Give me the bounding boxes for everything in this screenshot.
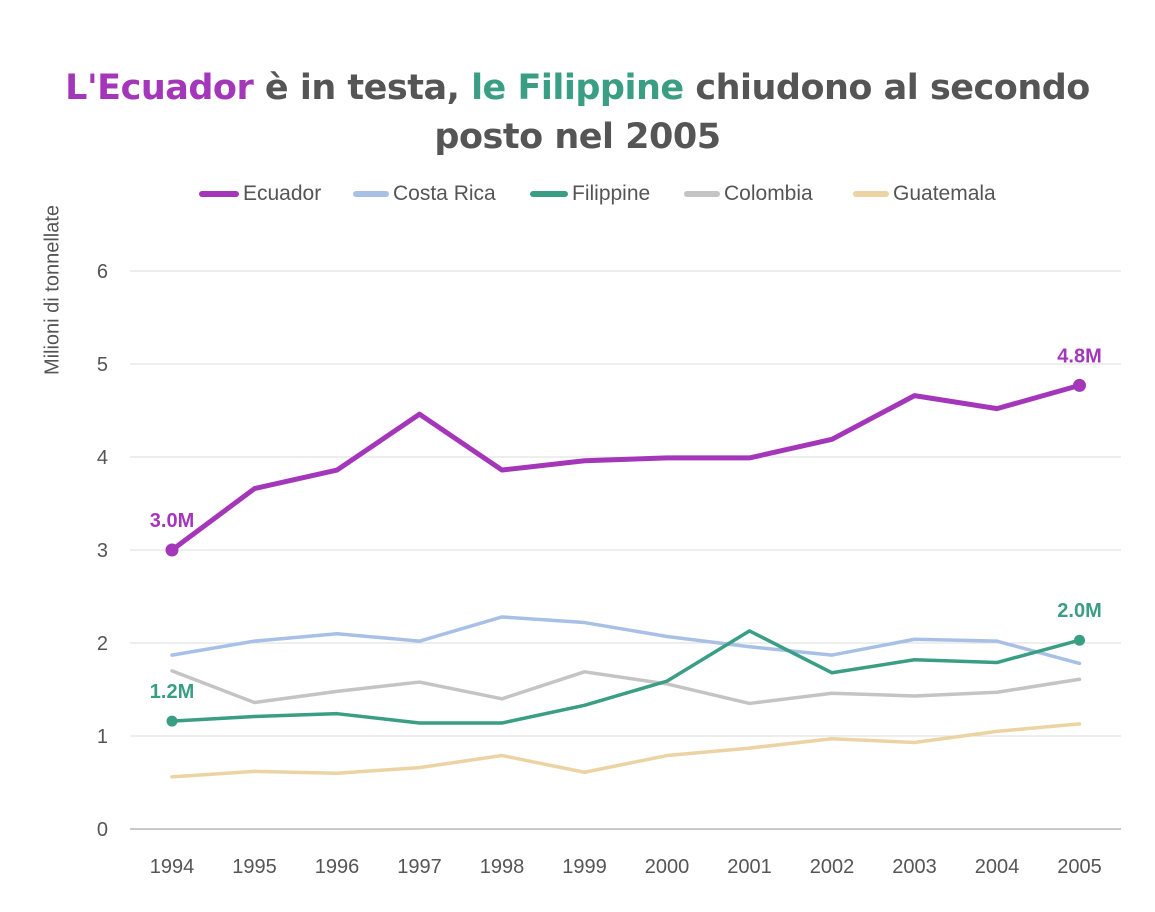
point-marker-ecuador-2005 [1073,378,1086,392]
series-line-guatemala [170,722,1082,779]
y-tick-label-4: 4 [97,447,108,469]
data-label-ecuador-2005: 4.8M [1057,345,1101,367]
title-ecuador: L'Ecuador [65,68,254,108]
y-tick-label-0: 0 [97,819,108,841]
x-tick-label-2001: 2001 [727,856,772,878]
x-tick-label-2005: 2005 [1057,856,1102,878]
legend-item-colombia[interactable]: Colombia [684,179,813,209]
y-tick-label-3: 3 [97,540,108,562]
x-tick-label-2002: 2002 [810,856,855,878]
x-tick-label-1997: 1997 [397,856,442,878]
legend-swatch-ecuador [199,191,239,197]
x-tick-label-2004: 2004 [975,856,1020,878]
y-tick-label-1: 1 [97,726,108,748]
chart-title-line-1: L'Ecuador è in testa, le Filippine chiud… [0,68,1155,108]
data-label-ecuador-1994: 3.0M [150,510,194,532]
data-label-filippine-1994: 1.2M [150,681,194,703]
legend-item-guatemala[interactable]: Guatemala [853,179,996,209]
legend-label-costa-rica: Costa Rica [393,182,496,205]
x-tick-label-2003: 2003 [892,856,937,878]
series-line-ecuador [169,382,1082,553]
series-line-colombia [170,669,1082,706]
title-text-1: è in testa, [253,68,472,108]
x-tick-label-1994: 1994 [150,856,195,878]
legend: Ecuador Costa Rica Filippine Colombia Gu… [0,179,1155,209]
y-tick-label-2: 2 [97,633,108,655]
x-tick-label-1999: 1999 [562,856,607,878]
point-marker-filippine-1994 [166,715,178,727]
legend-swatch-colombia [684,191,720,197]
series-line-costa-rica [170,615,1082,666]
x-tick-label-2000: 2000 [645,856,690,878]
legend-item-costa-rica[interactable]: Costa Rica [353,179,496,209]
point-marker-filippine-2005 [1074,634,1085,646]
legend-item-ecuador[interactable]: Ecuador [199,179,321,209]
x-tick-label-1996: 1996 [315,856,360,878]
series-line-filippine [170,629,1082,725]
title-filippine: le Filippine [471,68,684,108]
y-tick-label-6: 6 [97,261,108,283]
title-text-2: chiudono al secondo [683,68,1090,108]
legend-swatch-guatemala [853,191,889,197]
legend-swatch-costa-rica [353,191,389,197]
legend-swatch-filippine [530,191,568,197]
x-tick-label-1995: 1995 [232,856,277,878]
chart-title-line-2: posto nel 2005 [434,117,721,157]
x-tick-label-1998: 1998 [480,856,525,878]
legend-label-filippine: Filippine [572,182,651,205]
legend-label-colombia: Colombia [724,182,813,205]
legend-label-guatemala: Guatemala [893,182,996,205]
point-marker-ecuador-1994 [165,543,179,557]
data-label-filippine-2005: 2.0M [1057,600,1101,622]
legend-label-ecuador: Ecuador [243,182,322,205]
legend-item-filippine[interactable]: Filippine [530,179,650,209]
y-tick-label-5: 5 [97,354,108,376]
